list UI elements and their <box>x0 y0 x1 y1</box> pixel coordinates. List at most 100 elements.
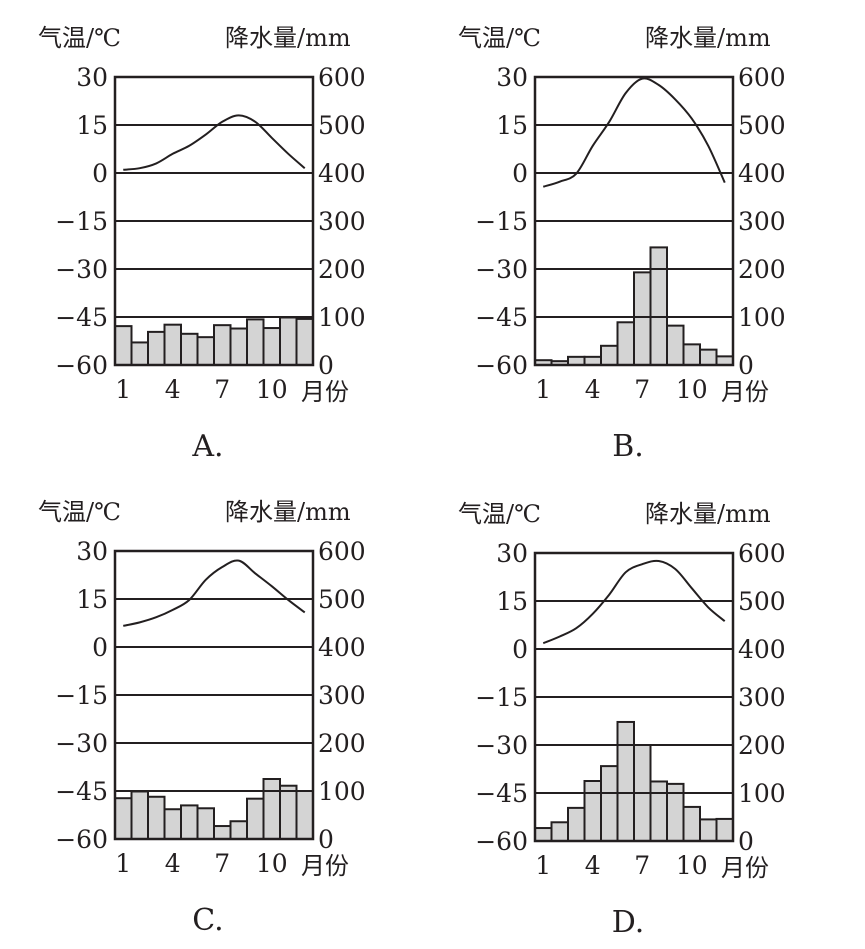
month-tick-label: 4 <box>165 375 181 404</box>
precip-bar-month-4 <box>583 780 602 842</box>
x-axis-label: 月份 <box>301 378 349 406</box>
precip-tick-label: 0 <box>318 825 334 854</box>
precip-bar-month-7 <box>213 324 232 367</box>
temp-tick-label: −45 <box>55 303 108 332</box>
precip-bar-month-3 <box>147 330 166 367</box>
precip-bar-month-9 <box>246 318 265 366</box>
precip-bar-month-11 <box>279 316 298 367</box>
month-tick-label: 1 <box>115 849 131 878</box>
left-axis-label: 气温/℃ <box>38 24 121 52</box>
precip-tick-label: 100 <box>738 779 786 808</box>
precip-tick-label: 200 <box>318 255 366 284</box>
temp-tick-label: −60 <box>55 351 108 380</box>
precip-tick-label: 400 <box>738 159 786 188</box>
precip-bar-month-2 <box>130 790 149 840</box>
precip-bar-month-10 <box>682 343 701 366</box>
precip-tick-label: 100 <box>738 303 786 332</box>
precip-bar-month-3 <box>567 806 586 843</box>
precip-tick-label: 500 <box>738 587 786 616</box>
precip-tick-label: 0 <box>738 827 754 856</box>
precip-bar-month-11 <box>279 784 298 840</box>
temp-tick-label: 30 <box>76 63 108 92</box>
precip-bar-month-7 <box>213 825 232 840</box>
left-axis-label: 气温/℃ <box>458 500 541 528</box>
precip-tick-label: 200 <box>738 255 786 284</box>
precip-tick-label: 300 <box>738 207 786 236</box>
precip-bar-month-4 <box>163 323 182 366</box>
plot-frame <box>533 75 735 367</box>
precip-bar-month-6 <box>616 321 635 366</box>
month-tick-label: 10 <box>256 849 288 878</box>
month-tick-label: 1 <box>535 375 551 404</box>
temp-tick-label: 30 <box>76 537 108 566</box>
temp-tick-label: −45 <box>55 777 108 806</box>
precip-bar-month-5 <box>180 804 199 841</box>
precip-tick-label: 600 <box>738 539 786 568</box>
temp-tick-label: −15 <box>475 207 528 236</box>
precip-bar-month-12 <box>295 317 314 367</box>
chart-panel-b: 30 15 0 −15 −30 −45 −60 600 500 400 300 200 100 0 1 4 7 1… <box>458 24 786 464</box>
precip-bar-month-5 <box>600 765 619 842</box>
temp-tick-label: −30 <box>55 255 108 284</box>
precip-tick-label: 100 <box>318 303 366 332</box>
temp-tick-label: −60 <box>475 351 528 380</box>
precip-bar-month-11 <box>699 818 718 843</box>
chart-caption: D. <box>612 905 645 940</box>
x-axis-label: 月份 <box>721 854 769 882</box>
precip-bar-month-10 <box>262 778 281 840</box>
temp-tick-label: 0 <box>92 159 108 188</box>
month-tick-label: 10 <box>676 375 708 404</box>
precip-bar-month-12 <box>715 817 734 842</box>
precip-bar-month-11 <box>699 348 718 367</box>
precip-tick-label: 200 <box>738 731 786 760</box>
temp-tick-label: 15 <box>496 111 528 140</box>
precip-bar-month-10 <box>682 805 701 842</box>
temp-tick-label: −15 <box>55 207 108 236</box>
month-tick-label: 1 <box>535 851 551 880</box>
month-tick-label: 4 <box>585 851 601 880</box>
temp-tick-label: −30 <box>475 255 528 284</box>
precip-tick-label: 400 <box>318 633 366 662</box>
precip-tick-label: 500 <box>318 585 366 614</box>
precip-bar-month-2 <box>130 341 149 367</box>
precip-bar-month-3 <box>147 795 166 841</box>
temp-tick-label: 15 <box>76 111 108 140</box>
left-axis-label: 气温/℃ <box>38 498 121 526</box>
precip-tick-label: 500 <box>738 111 786 140</box>
precip-bar-month-8 <box>649 780 668 842</box>
precip-bar-month-1 <box>534 827 553 842</box>
precip-bar-month-10 <box>262 327 281 367</box>
temp-tick-label: 0 <box>512 635 528 664</box>
precip-bar-month-6 <box>196 336 215 367</box>
temp-tick-label: 30 <box>496 63 528 92</box>
precip-bar-month-9 <box>246 797 265 840</box>
precip-bar-month-8 <box>229 327 248 366</box>
temp-tick-label: 0 <box>92 633 108 662</box>
temp-tick-label: 15 <box>496 587 528 616</box>
right-axis-label: 降水量/mm <box>225 24 351 52</box>
temperature-line <box>123 559 306 627</box>
temp-tick-label: −30 <box>475 731 528 760</box>
month-tick-label: 10 <box>256 375 288 404</box>
temp-tick-label: −45 <box>475 779 528 808</box>
plot-frame <box>533 551 735 843</box>
precip-bar-month-6 <box>616 720 635 843</box>
precip-tick-label: 0 <box>738 351 754 380</box>
temperature-line <box>542 559 726 645</box>
temp-tick-label: −30 <box>55 729 108 758</box>
chart-caption: B. <box>612 429 644 464</box>
precip-tick-label: 600 <box>318 537 366 566</box>
precip-tick-label: 500 <box>318 111 366 140</box>
month-tick-label: 7 <box>214 375 230 404</box>
precip-bar-month-4 <box>163 808 182 840</box>
precip-bar-month-1 <box>114 797 133 841</box>
precip-bar-month-2 <box>550 821 569 843</box>
temp-tick-label: −15 <box>55 681 108 710</box>
precip-tick-label: 0 <box>318 351 334 380</box>
x-axis-label: 月份 <box>721 378 769 406</box>
precip-tick-label: 100 <box>318 777 366 806</box>
month-tick-label: 10 <box>676 851 708 880</box>
temp-tick-label: −60 <box>475 827 528 856</box>
x-axis-label: 月份 <box>301 852 349 880</box>
temperature-line <box>123 114 306 171</box>
